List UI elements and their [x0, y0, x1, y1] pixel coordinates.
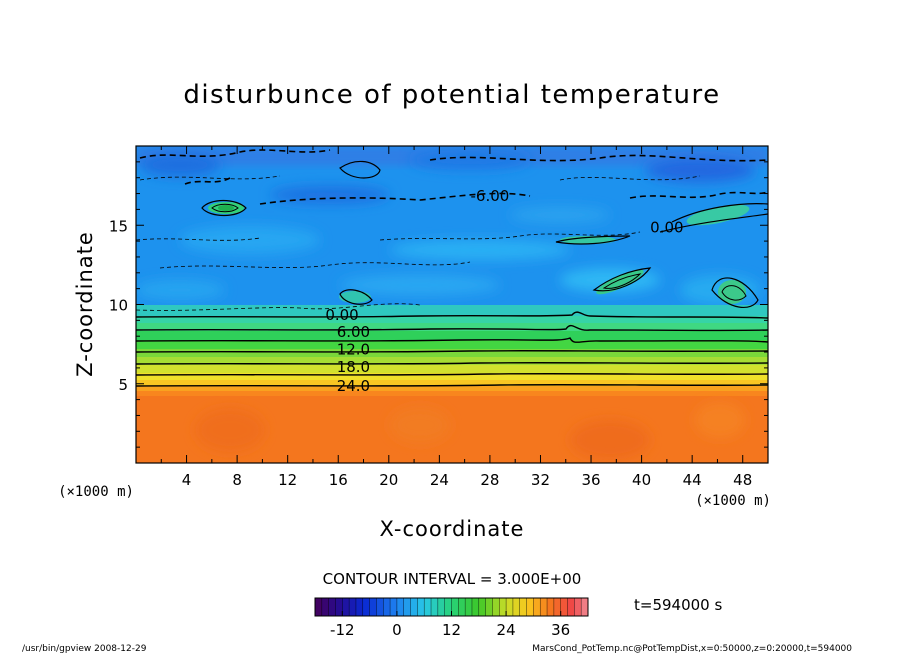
colorbar-tick-label: -12	[330, 621, 355, 639]
colorbar-cell	[362, 598, 370, 616]
upper-field-patches	[136, 150, 760, 305]
colorbar-cell	[431, 598, 439, 616]
colorbar-cell	[424, 598, 432, 616]
colorbar-cell	[465, 598, 473, 616]
colorbar-cell	[506, 598, 514, 616]
contour-label: 0.00	[325, 306, 358, 324]
x-axis-ticks: 4 8 12 16 20 24 28 32 36 40 44 48	[160, 146, 752, 489]
x-tick-label: 28	[480, 471, 499, 489]
colorbar-cell	[321, 598, 329, 616]
colorbar-cell	[355, 598, 364, 616]
y-tick-label: 10	[109, 297, 128, 315]
lower-layer-patches	[195, 402, 745, 460]
contour-label: 18.0	[337, 358, 370, 376]
x-tick-label: 16	[329, 471, 348, 489]
colorbar-cell	[519, 598, 527, 616]
x-tick-label: 32	[531, 471, 550, 489]
colorbar-tick-label: 24	[497, 621, 516, 639]
y-tick-label: 15	[109, 217, 128, 235]
x-tick-label: 12	[278, 471, 297, 489]
footer-left: /usr/bin/gpview 2008-12-29	[22, 644, 147, 654]
colorbar-cell	[560, 598, 568, 616]
colorbar-cell	[553, 598, 561, 616]
x-unit-left: (×1000 m)	[58, 484, 134, 500]
contour-interval: CONTOUR INTERVAL = 3.000E+00	[323, 570, 582, 588]
x-tick-label: 48	[733, 471, 752, 489]
colorbar-cell	[512, 598, 521, 616]
x-unit-right: (×1000 m)	[695, 493, 771, 509]
colorbar-cell	[349, 598, 357, 616]
contour-label: 6.00	[337, 323, 370, 341]
colorbar-cell	[567, 598, 575, 616]
colorbar-cell	[403, 598, 411, 616]
colorbar-cell	[376, 598, 384, 616]
colorbar-cell	[471, 598, 480, 616]
colorbar-cell	[410, 598, 418, 616]
contour-label: 12.0	[337, 341, 370, 359]
time-label: t=594000 s	[634, 596, 722, 614]
colorbar-cell	[485, 598, 493, 616]
colorbar-cell	[444, 598, 452, 616]
colorbar-cell	[478, 598, 486, 616]
colorbar-cell	[499, 598, 507, 616]
colorbar	[314, 598, 589, 616]
colorbar-tick-label: 36	[551, 621, 570, 639]
footer-right: MarsCond_PotTemp.nc@PotTempDist,x=0:5000…	[532, 644, 852, 654]
y-axis-label: Z-coordinate	[73, 231, 97, 377]
colorbar-cell	[437, 598, 445, 616]
contour-label: -6.00	[471, 187, 510, 205]
colorbar-cell	[533, 598, 541, 616]
colorbar-cell	[369, 598, 377, 616]
contour-label: 24.0	[337, 377, 370, 395]
colorbar-cell	[574, 598, 582, 616]
colorbar-cell	[417, 598, 425, 616]
plot-area	[136, 146, 768, 463]
colorbar-cell	[581, 598, 589, 616]
chart-title: disturbunce of potential temperature	[183, 80, 720, 110]
x-tick-label: 4	[182, 471, 192, 489]
colorbar-cell	[540, 598, 548, 616]
x-tick-label: 24	[430, 471, 449, 489]
x-tick-label: 20	[379, 471, 398, 489]
x-tick-label: 40	[632, 471, 651, 489]
colorbar-ticks: -12 0 12 24 36	[330, 611, 570, 639]
colorbar-tick-label: 12	[442, 621, 461, 639]
y-tick-label: 5	[118, 376, 128, 394]
colorbar-cell	[492, 598, 500, 616]
x-tick-label: 44	[683, 471, 702, 489]
contour-lines	[136, 149, 768, 387]
x-axis-label: X-coordinate	[380, 517, 525, 541]
contour-label: 0.00	[650, 219, 683, 237]
colorbar-cell	[396, 598, 405, 616]
colorbar-cell	[335, 598, 343, 616]
colorbar-cell	[315, 598, 323, 616]
colorbar-cell	[526, 598, 534, 616]
colorbar-tick-label: 0	[392, 621, 402, 639]
colorbar-cell	[547, 598, 555, 616]
colorbar-cell	[383, 598, 391, 616]
colorbar-cell	[342, 598, 350, 616]
x-tick-label: 36	[581, 471, 600, 489]
colorbar-cell	[458, 598, 466, 616]
y-axis-ticks: 5 10 15	[109, 161, 768, 448]
colorbar-cell	[328, 598, 336, 616]
x-tick-label: 8	[232, 471, 242, 489]
colorbar-cell	[451, 598, 459, 616]
colorbar-cell	[390, 598, 398, 616]
